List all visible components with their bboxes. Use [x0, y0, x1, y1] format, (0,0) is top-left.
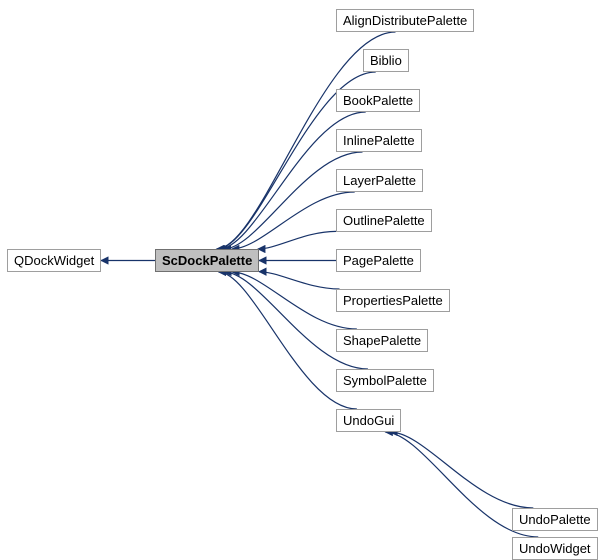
node-layer: LayerPalette [336, 169, 423, 192]
node-align: AlignDistributePalette [336, 9, 474, 32]
edge-inline-to-scdock [223, 152, 362, 249]
node-undopal: UndoPalette [512, 508, 598, 531]
edges-layer [0, 0, 611, 553]
edge-group [101, 32, 538, 537]
node-page: PagePalette [336, 249, 421, 272]
node-symbol: SymbolPalette [336, 369, 434, 392]
node-shape: ShapePalette [336, 329, 428, 352]
inheritance-diagram: QDockWidget ScDockPalette AlignDistributeP… [0, 0, 611, 553]
node-inline: InlinePalette [336, 129, 422, 152]
node-undogui: UndoGui [336, 409, 401, 432]
edge-outline-to-scdock [258, 231, 336, 249]
edge-symbol-to-scdock [224, 272, 368, 369]
node-outline: OutlinePalette [336, 209, 432, 232]
node-scdock: ScDockPalette [155, 249, 259, 272]
node-qdock: QDockWidget [7, 249, 101, 272]
edge-properties-to-scdock [259, 272, 340, 289]
edge-undopal-to-undogui [390, 432, 533, 508]
node-properties: PropertiesPalette [336, 289, 450, 312]
node-biblio: Biblio [363, 49, 409, 72]
node-undowid: UndoWidget [512, 537, 598, 560]
node-book: BookPalette [336, 89, 420, 112]
